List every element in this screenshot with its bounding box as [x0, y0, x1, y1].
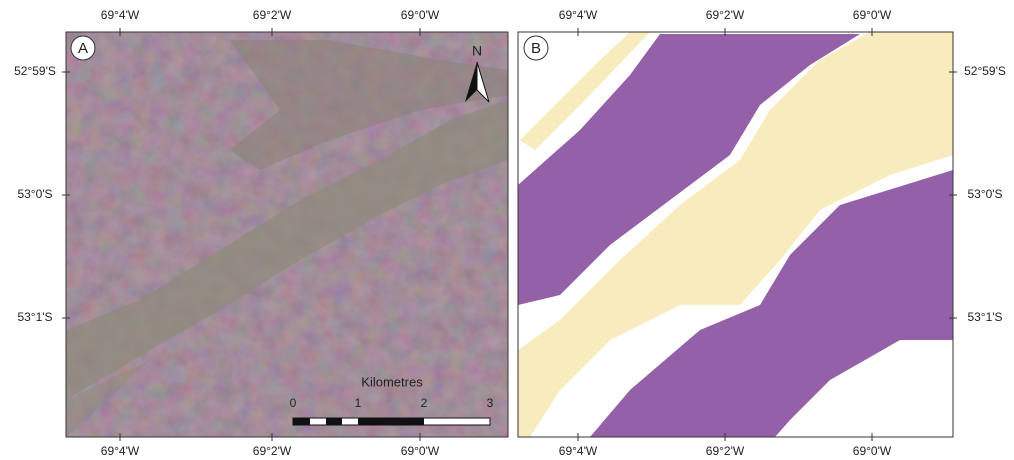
latitude-label: 53°1'S	[17, 310, 52, 324]
latitude-label: 53°0'S	[967, 187, 1002, 201]
latitude-label: 53°1'S	[967, 310, 1002, 324]
panel-label: A	[78, 40, 88, 57]
longitude-label: 69°0'W	[853, 8, 892, 22]
north-label: N	[472, 43, 482, 59]
latitude-label: 53°0'S	[17, 187, 52, 201]
latitude-label: 52°59'S	[14, 64, 56, 78]
longitude-label: 69°0'W	[853, 444, 892, 458]
satellite-image	[66, 32, 508, 437]
longitude-label: 69°2'W	[253, 444, 292, 458]
longitude-label: 69°0'W	[401, 8, 440, 22]
longitude-label: 69°0'W	[401, 444, 440, 458]
scale-tick: 0	[290, 396, 297, 410]
longitude-label: 69°2'W	[253, 8, 292, 22]
longitude-label: 69°4'W	[559, 8, 598, 22]
geology-map	[518, 32, 953, 437]
longitude-label: 69°2'W	[706, 8, 745, 22]
longitude-label: 69°4'W	[559, 444, 598, 458]
scale-bar	[293, 418, 490, 425]
longitude-label: 69°2'W	[706, 444, 745, 458]
scale-tick: 1	[355, 396, 362, 410]
latitude-label: 52°59'S	[964, 64, 1006, 78]
longitude-label: 69°4'W	[101, 444, 140, 458]
panel-label: B	[531, 40, 541, 57]
longitude-label: 69°4'W	[101, 8, 140, 22]
scale-tick: 2	[421, 396, 428, 410]
figure: A B N Kilometres 0 1 2 3 69°4'W 69°4'W 69°…	[0, 0, 1014, 460]
scale-title: Kilometres	[361, 374, 423, 389]
scale-tick: 3	[487, 396, 494, 410]
